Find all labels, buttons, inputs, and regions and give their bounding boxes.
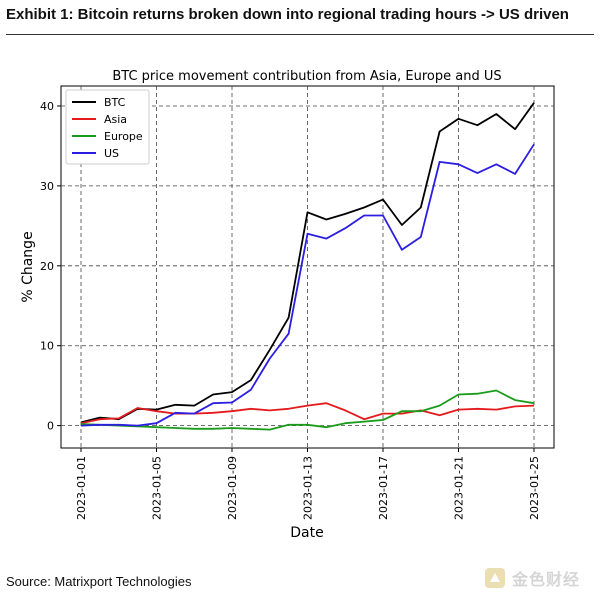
x-tick-label: 2023-01-09	[226, 456, 239, 520]
x-tick-label: 2023-01-01	[75, 456, 88, 520]
source-note: Source: Matrixport Technologies	[6, 574, 192, 589]
y-tick-label: 0	[47, 420, 54, 433]
legend-label-europe: Europe	[104, 130, 143, 143]
series-line-us	[80, 143, 535, 427]
line-chart: 0 10 20 30 40 2023-01-01 2023-01-05 2023-01-09 2…	[20, 69, 555, 541]
x-tick-label: 2023-01-05	[151, 456, 164, 520]
watermark-text: 金色财经	[512, 570, 581, 589]
title-divider	[6, 34, 594, 35]
axes-layer: 0 10 20 30 40 2023-01-01 2023-01-05 2023-01-09 2…	[40, 100, 541, 520]
legend: BTC Asia Europe US	[65, 89, 150, 165]
series-line-btc	[80, 102, 535, 424]
y-tick-label: 20	[40, 260, 54, 273]
y-tick-label: 10	[40, 340, 54, 353]
y-axis-label: % Change	[20, 231, 36, 302]
legend-label-us: US	[104, 147, 119, 160]
watermark: 金色财经	[484, 566, 580, 590]
series-line-europe	[80, 389, 535, 431]
legend-label-asia: Asia	[104, 113, 127, 126]
series-layer	[80, 102, 535, 431]
watermark-logo-icon	[485, 568, 505, 588]
exhibit-title: Exhibit 1: Bitcoin returns broken down i…	[6, 6, 569, 23]
legend-label-btc: BTC	[104, 96, 126, 109]
x-tick-label: 2023-01-17	[377, 456, 390, 520]
x-axis-label: Date	[290, 525, 323, 541]
y-tick-label: 30	[40, 180, 54, 193]
x-tick-label: 2023-01-25	[528, 456, 541, 520]
legend-box	[65, 89, 150, 165]
x-tick-label: 2023-01-13	[302, 456, 315, 520]
chart-title: BTC price movement contribution from Asi…	[112, 69, 501, 84]
series-line-asia	[80, 402, 535, 425]
x-tick-label: 2023-01-21	[453, 456, 466, 520]
y-tick-label: 40	[40, 100, 54, 113]
